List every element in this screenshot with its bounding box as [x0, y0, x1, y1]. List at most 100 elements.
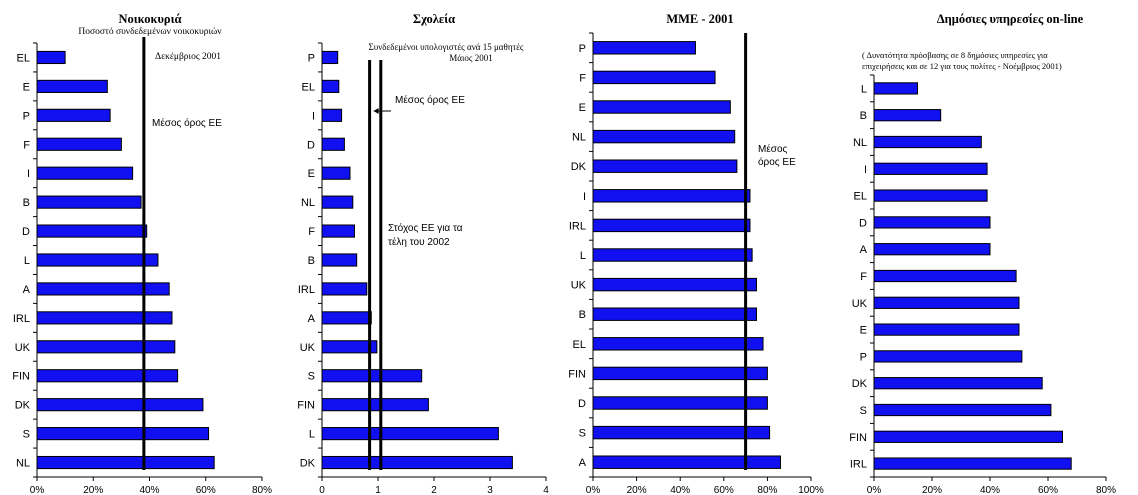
x-tick-label: 2	[431, 485, 437, 495]
bar	[321, 340, 378, 354]
chart-subtitle-line: Ποσοστό συνδεδεμένων νοικοκυριών	[78, 27, 222, 37]
category-label: UK	[852, 298, 868, 310]
bar	[873, 430, 1063, 443]
chart-3: ΜΜΕ - 2001 P F E NL DK I IRL L UK B EL FIN D S A 0% 20% 40…	[568, 12, 824, 495]
category-label: IRL	[850, 459, 867, 471]
bar	[873, 350, 1023, 363]
category-label: P	[23, 110, 30, 122]
category-label: A	[860, 244, 868, 256]
bar	[592, 455, 781, 469]
bar	[592, 129, 736, 144]
category-label: S	[23, 429, 30, 441]
category-label: A	[308, 313, 316, 325]
x-tick-label: 0%	[867, 485, 882, 495]
category-label: E	[860, 325, 867, 337]
category-label: B	[860, 110, 867, 122]
bar	[321, 79, 340, 93]
bar	[36, 79, 108, 93]
category-label: F	[579, 72, 586, 84]
bar	[592, 189, 751, 203]
category-label: E	[308, 168, 315, 180]
bar	[873, 457, 1072, 470]
bar	[321, 195, 354, 209]
category-label: L	[309, 429, 315, 441]
chart-title: ΜΜΕ - 2001	[666, 12, 733, 26]
category-label: P	[579, 43, 586, 55]
x-tick-label: 20%	[922, 485, 942, 495]
x-tick-label: 60%	[196, 485, 216, 495]
bar	[36, 137, 122, 151]
category-label: B	[579, 309, 586, 321]
category-label: D	[307, 139, 315, 151]
x-tick-label: 40%	[139, 485, 159, 495]
chart-subtitle-line: ( Δυνατότητα πρόσβασης σε 8 δημόσιες υπη…	[862, 50, 1048, 60]
bar	[592, 277, 757, 292]
reference-arrow-head	[373, 108, 379, 114]
bar	[36, 166, 134, 180]
category-label: D	[859, 217, 867, 229]
bar	[873, 296, 1020, 309]
category-label: NL	[853, 137, 867, 149]
bar	[321, 50, 339, 65]
x-tick-label: 80%	[757, 485, 777, 495]
bar	[321, 369, 423, 383]
category-label: FIN	[12, 371, 30, 383]
bar	[36, 253, 159, 267]
bar	[592, 41, 696, 55]
category-label: NL	[301, 197, 315, 209]
bar	[321, 166, 351, 180]
bar	[36, 398, 204, 412]
category-label: IRL	[298, 284, 315, 296]
x-tick-label: 1	[375, 485, 381, 495]
bar	[321, 398, 429, 412]
bar	[592, 337, 764, 351]
x-tick-label: 20%	[83, 485, 103, 495]
bar	[592, 100, 731, 114]
bar	[321, 427, 499, 441]
category-label: A	[579, 457, 587, 469]
x-tick-label: 80%	[1096, 485, 1116, 495]
category-label: S	[308, 371, 315, 383]
x-tick-label: 0	[319, 485, 325, 495]
x-tick-label: 80%	[252, 485, 272, 495]
category-label: DK	[571, 161, 587, 173]
x-tick-label: 20%	[627, 485, 647, 495]
category-label: F	[860, 271, 867, 283]
category-label: NL	[572, 132, 586, 144]
category-label: D	[578, 398, 586, 410]
x-tick-label: 3	[487, 485, 493, 495]
category-label: I	[583, 191, 586, 203]
category-label: IRL	[569, 220, 586, 232]
category-label: L	[580, 250, 586, 262]
bar	[321, 311, 372, 325]
category-label: I	[864, 164, 867, 176]
category-label: F	[23, 139, 30, 151]
bar	[321, 282, 368, 296]
category-label: UK	[571, 280, 587, 292]
category-label: FIN	[568, 368, 586, 380]
x-tick-label: 40%	[670, 485, 690, 495]
reference-line-label: Στόχος ΕΕ για τα	[388, 222, 463, 234]
bar	[592, 248, 753, 262]
category-label: D	[22, 226, 30, 238]
bar	[321, 224, 355, 238]
category-label: DK	[15, 400, 31, 412]
x-tick-label: 60%	[1038, 485, 1058, 495]
category-label: P	[308, 52, 315, 64]
reference-line-label: τέλη του 2002	[388, 236, 450, 248]
x-tick-label: 0%	[30, 485, 45, 495]
category-label: A	[23, 284, 31, 296]
bar	[592, 70, 716, 85]
bar	[36, 369, 179, 383]
category-label: I	[27, 168, 30, 180]
bar	[873, 243, 991, 256]
bar	[873, 82, 918, 95]
chart-subtitle-line: Δεκέμβριος 2001	[155, 52, 221, 62]
category-label: L	[861, 83, 867, 95]
x-tick-label: 4	[543, 485, 549, 495]
chart-subtitle-line: επιχειρήσεις και σε 12 για τους πολίτες …	[862, 61, 1062, 71]
category-label: FIN	[297, 400, 315, 412]
bar	[36, 340, 176, 354]
x-tick-label: 60%	[714, 485, 734, 495]
